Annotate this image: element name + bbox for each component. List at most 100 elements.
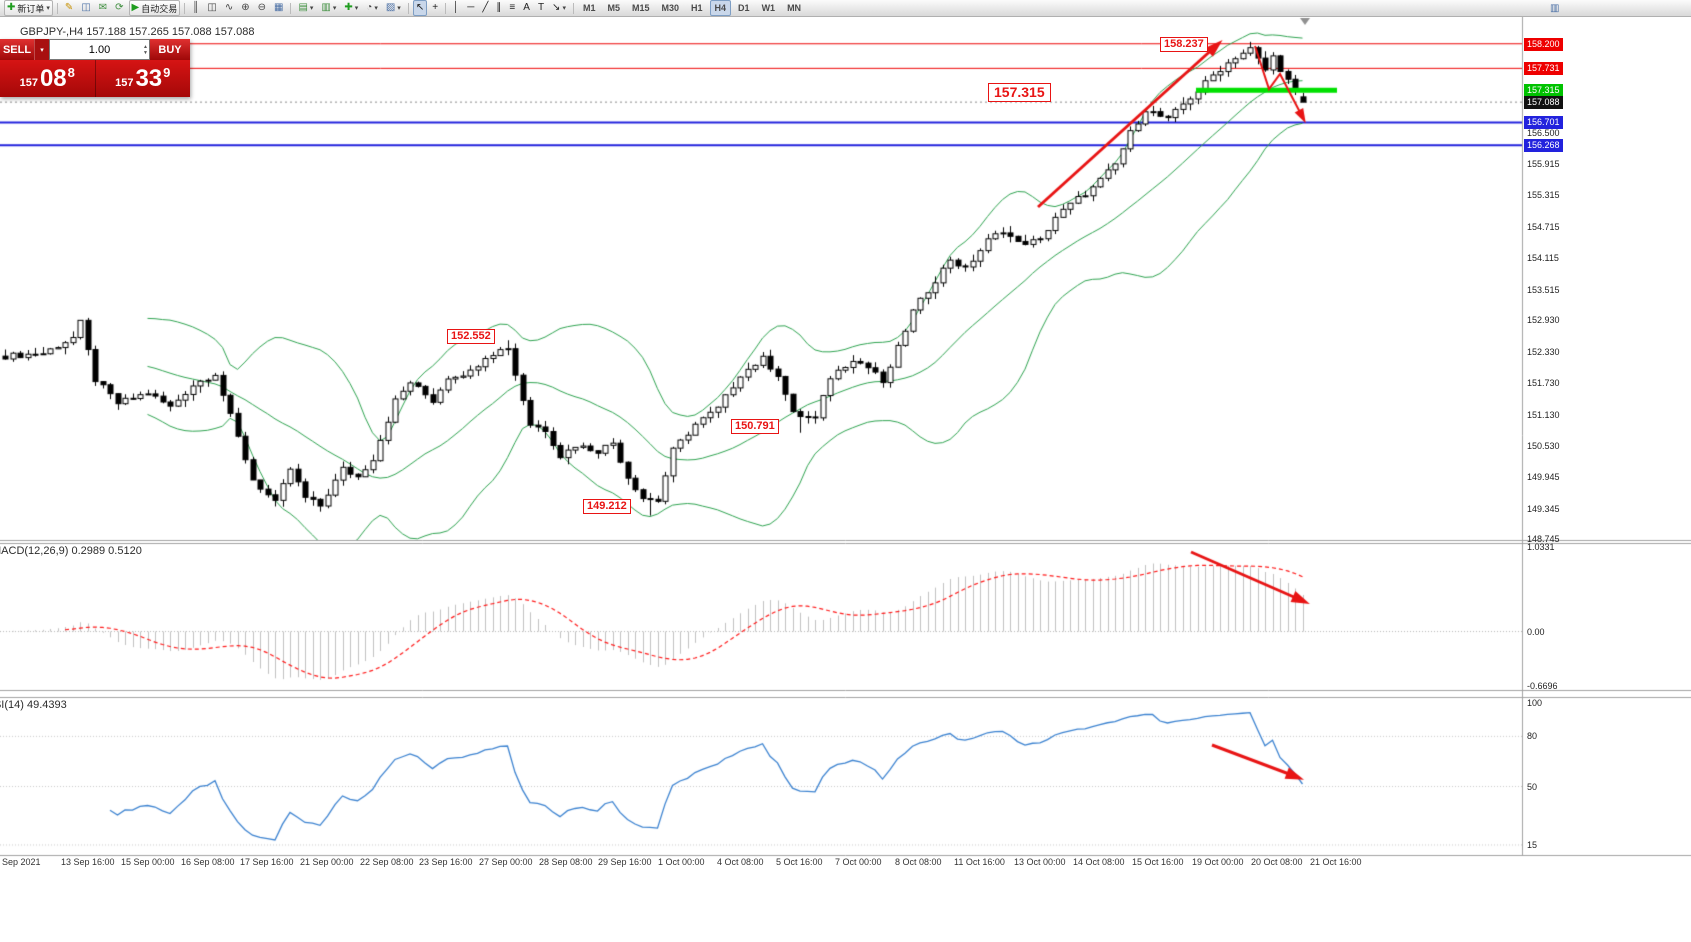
- periods-button[interactable]: ◔ ▾: [363, 0, 381, 16]
- price-axis-label: 154.715: [1527, 221, 1560, 232]
- volume-input[interactable]: 1.00 ▲ ▼: [49, 39, 150, 60]
- time-axis-label: 19 Oct 00:00: [1192, 857, 1244, 867]
- price-axis-label: 152.330: [1527, 346, 1560, 357]
- fibonacci-icon[interactable]: ≡: [506, 0, 518, 16]
- trendline-icon[interactable]: ╱: [479, 0, 491, 16]
- time-axis-label: 16 Sep 08:00: [181, 857, 235, 867]
- rsi-axis-label: 50: [1527, 781, 1538, 792]
- chart-profile-icon[interactable]: ▥ ▾: [318, 0, 339, 16]
- cursor-icon[interactable]: ↖: [412, 0, 428, 16]
- timeframe-m5-button[interactable]: M5: [607, 3, 620, 13]
- price-axis-label: 148.745: [1527, 534, 1560, 544]
- horizontal-line-icon[interactable]: ─: [464, 0, 477, 16]
- timeframe-m15-button[interactable]: M15: [631, 3, 650, 13]
- timeframe-mn-button[interactable]: MN: [787, 3, 802, 13]
- timeframe-m30-button[interactable]: M30: [661, 3, 680, 13]
- price-axis-label: 153.515: [1527, 284, 1560, 295]
- buy-button[interactable]: BUY: [150, 39, 190, 60]
- auto-trading-button[interactable]: ▶ 自动交易: [128, 0, 181, 16]
- bar-chart-icon[interactable]: ║: [189, 0, 202, 16]
- new-chart-icon[interactable]: ▤ ▾: [295, 0, 316, 16]
- symbol-ohlc-label: GBPJPY-,H4 157.188 157.265 157.088 157.0…: [20, 26, 255, 38]
- cursor-icon: ↖: [415, 2, 425, 13]
- price-axis-label: 156.701: [1524, 116, 1563, 130]
- profiles-icon[interactable]: ◫: [78, 0, 93, 16]
- zoom-in-icon[interactable]: ⊕: [238, 0, 252, 16]
- toolbar-separator: [56, 2, 58, 14]
- price-axis-label: 150.530: [1527, 441, 1560, 452]
- equidistant-channel-icon[interactable]: ∥: [493, 0, 504, 16]
- timeframe-m1-button[interactable]: M1: [582, 3, 596, 13]
- arrows-icon: ↘: [552, 2, 561, 13]
- time-axis-label: 5 Oct 16:00: [776, 857, 823, 867]
- new-chart-icon: ▤: [298, 2, 308, 13]
- sell-price[interactable]: 157 08 8: [0, 60, 95, 97]
- new-order-button[interactable]: ✚ 新订单 ▾: [4, 0, 53, 16]
- zoom-in-icon: ⊕: [241, 2, 250, 13]
- refresh-icon: ⟳: [115, 2, 124, 13]
- indicators-button[interactable]: ✚ ▾: [341, 0, 361, 16]
- horizontal-line-icon: ─: [467, 2, 475, 13]
- volume-value: 1.00: [88, 43, 111, 56]
- equidistant-channel-icon: ∥: [496, 2, 502, 13]
- candlestick-chart-icon[interactable]: ◫: [204, 0, 219, 16]
- chart-profile-icon: ▥: [321, 2, 331, 13]
- zoom-out-icon: ⊖: [257, 2, 266, 13]
- new-order-button-icon: ✚: [7, 2, 16, 13]
- label-icon[interactable]: T: [535, 0, 547, 16]
- alerts-icon[interactable]: ✉: [96, 0, 110, 16]
- trendline-icon: ╱: [482, 2, 489, 13]
- zoom-out-icon[interactable]: ⊖: [255, 0, 269, 16]
- dropdown-caret-icon: ▾: [397, 5, 401, 12]
- volume-decrease-icon[interactable]: ▼: [143, 49, 148, 56]
- time-axis-label: 4 Oct 08:00: [717, 857, 764, 867]
- sell-button[interactable]: SELL: [0, 39, 34, 60]
- tile-windows-icon[interactable]: ▦: [271, 0, 286, 16]
- volume-increase-icon[interactable]: ▲: [143, 43, 148, 50]
- toolbar-separator: [572, 2, 574, 14]
- price-axis-label: 157.315: [1524, 84, 1563, 98]
- timeframe-d1-button[interactable]: D1: [738, 3, 750, 13]
- dropdown-caret-icon: ▾: [354, 5, 359, 12]
- price-axis-label: 156.500: [1527, 128, 1560, 138]
- price-axis-label: 152.930: [1527, 315, 1560, 326]
- timeframe-h1-button[interactable]: H1: [691, 3, 703, 13]
- refresh-icon[interactable]: ⟳: [112, 0, 126, 16]
- tile-windows-icon: ▦: [273, 2, 284, 13]
- timeframe-h4-button[interactable]: H4: [709, 0, 732, 16]
- price-axis-label: 149.345: [1527, 503, 1560, 514]
- time-axis-label: 21 Oct 16:00: [1310, 857, 1362, 867]
- vertical-line-icon[interactable]: │: [450, 0, 462, 16]
- buy-price-prefix: 157: [115, 76, 134, 89]
- arrows-icon[interactable]: ↘ ▾: [549, 0, 569, 16]
- buy-price[interactable]: 157 33 9: [94, 60, 190, 97]
- candlestick-chart-icon: ◫: [207, 2, 217, 13]
- profiles-icon: ◫: [81, 2, 91, 13]
- time-axis-label: 7 Oct 00:00: [835, 857, 882, 867]
- time-axis-label: 20 Oct 08:00: [1251, 857, 1303, 867]
- macd-indicator-label: MACD(12,26,9) 0.2989 0.5120: [0, 545, 142, 557]
- dropdown-caret-icon: ▾: [374, 5, 378, 12]
- time-axis-label: 28 Sep 08:00: [539, 857, 593, 867]
- timeframe-w1-button[interactable]: W1: [761, 3, 776, 13]
- macd-axis-label: -0.6696: [1527, 681, 1558, 692]
- price-flag: 150.791: [731, 419, 779, 434]
- charts-list-icon[interactable]: ▥: [1547, 1, 1562, 17]
- time-axis-label: 14 Oct 08:00: [1073, 857, 1125, 867]
- text-icon[interactable]: A: [520, 0, 533, 16]
- templates-button[interactable]: ▨ ▾: [383, 0, 404, 16]
- fibonacci-icon: ≡: [509, 2, 516, 13]
- line-chart-icon[interactable]: ∿: [222, 0, 236, 16]
- price-axis-label: 151.130: [1527, 409, 1560, 420]
- crosshair-icon[interactable]: +: [429, 0, 441, 16]
- text-icon: A: [523, 2, 530, 13]
- toolbar-separator: [290, 2, 292, 14]
- price-axis-label: 154.115: [1527, 253, 1559, 264]
- volume-dropdown-caret-icon[interactable]: ▾: [34, 39, 49, 60]
- macd-axis-label: 1.0331: [1527, 541, 1555, 552]
- toolbar-separator: [407, 2, 409, 14]
- price-axis-label: 158.200: [1524, 37, 1563, 51]
- styler-icon[interactable]: ✎: [62, 0, 76, 16]
